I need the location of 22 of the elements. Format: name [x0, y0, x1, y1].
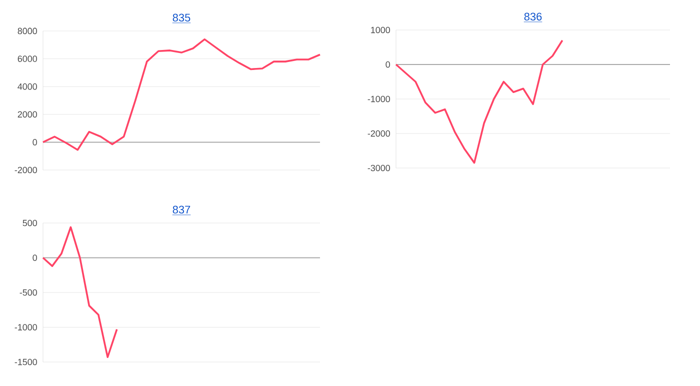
y-tick-label: -1500	[14, 358, 38, 366]
chart-title: 836	[524, 12, 542, 21]
y-tick-label: 1000	[371, 26, 390, 34]
y-tick-label: -3000	[368, 164, 390, 172]
y-tick-label: 0	[32, 139, 38, 146]
line-series	[42, 226, 118, 358]
y-tick-label: 2000	[18, 111, 38, 118]
y-tick-label: 8000	[18, 28, 38, 34]
y-tick-label: 6000	[18, 56, 38, 62]
chart-title: 837	[172, 206, 190, 214]
y-tick-label: -500	[20, 289, 38, 296]
line-series	[42, 38, 321, 151]
y-tick-label: 4000	[18, 83, 38, 90]
y-tick-label: 0	[32, 254, 38, 261]
y-tick-label: 500	[22, 220, 38, 226]
y-tick-label: -1000	[368, 96, 390, 102]
y-tick-label: -1000	[14, 324, 38, 330]
line-series	[395, 39, 564, 164]
y-tick-label: -2000	[14, 166, 38, 174]
chart-title: 835	[172, 14, 190, 22]
y-tick-label: -2000	[368, 130, 390, 137]
y-tick-label: 0	[386, 61, 390, 68]
